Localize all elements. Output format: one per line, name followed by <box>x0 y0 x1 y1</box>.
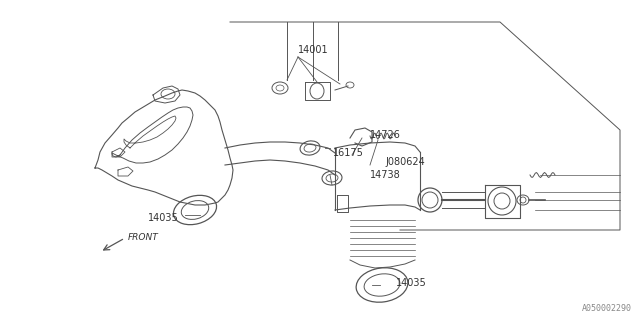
Text: 14035: 14035 <box>396 278 427 288</box>
Text: 14035: 14035 <box>148 213 179 223</box>
Text: 14738: 14738 <box>370 170 401 180</box>
Text: 14001: 14001 <box>298 45 328 55</box>
Text: J080624: J080624 <box>385 157 425 167</box>
Text: 14726: 14726 <box>370 130 401 140</box>
Text: 16175: 16175 <box>333 148 364 158</box>
Text: A050002290: A050002290 <box>582 304 632 313</box>
Text: FRONT: FRONT <box>128 233 159 242</box>
